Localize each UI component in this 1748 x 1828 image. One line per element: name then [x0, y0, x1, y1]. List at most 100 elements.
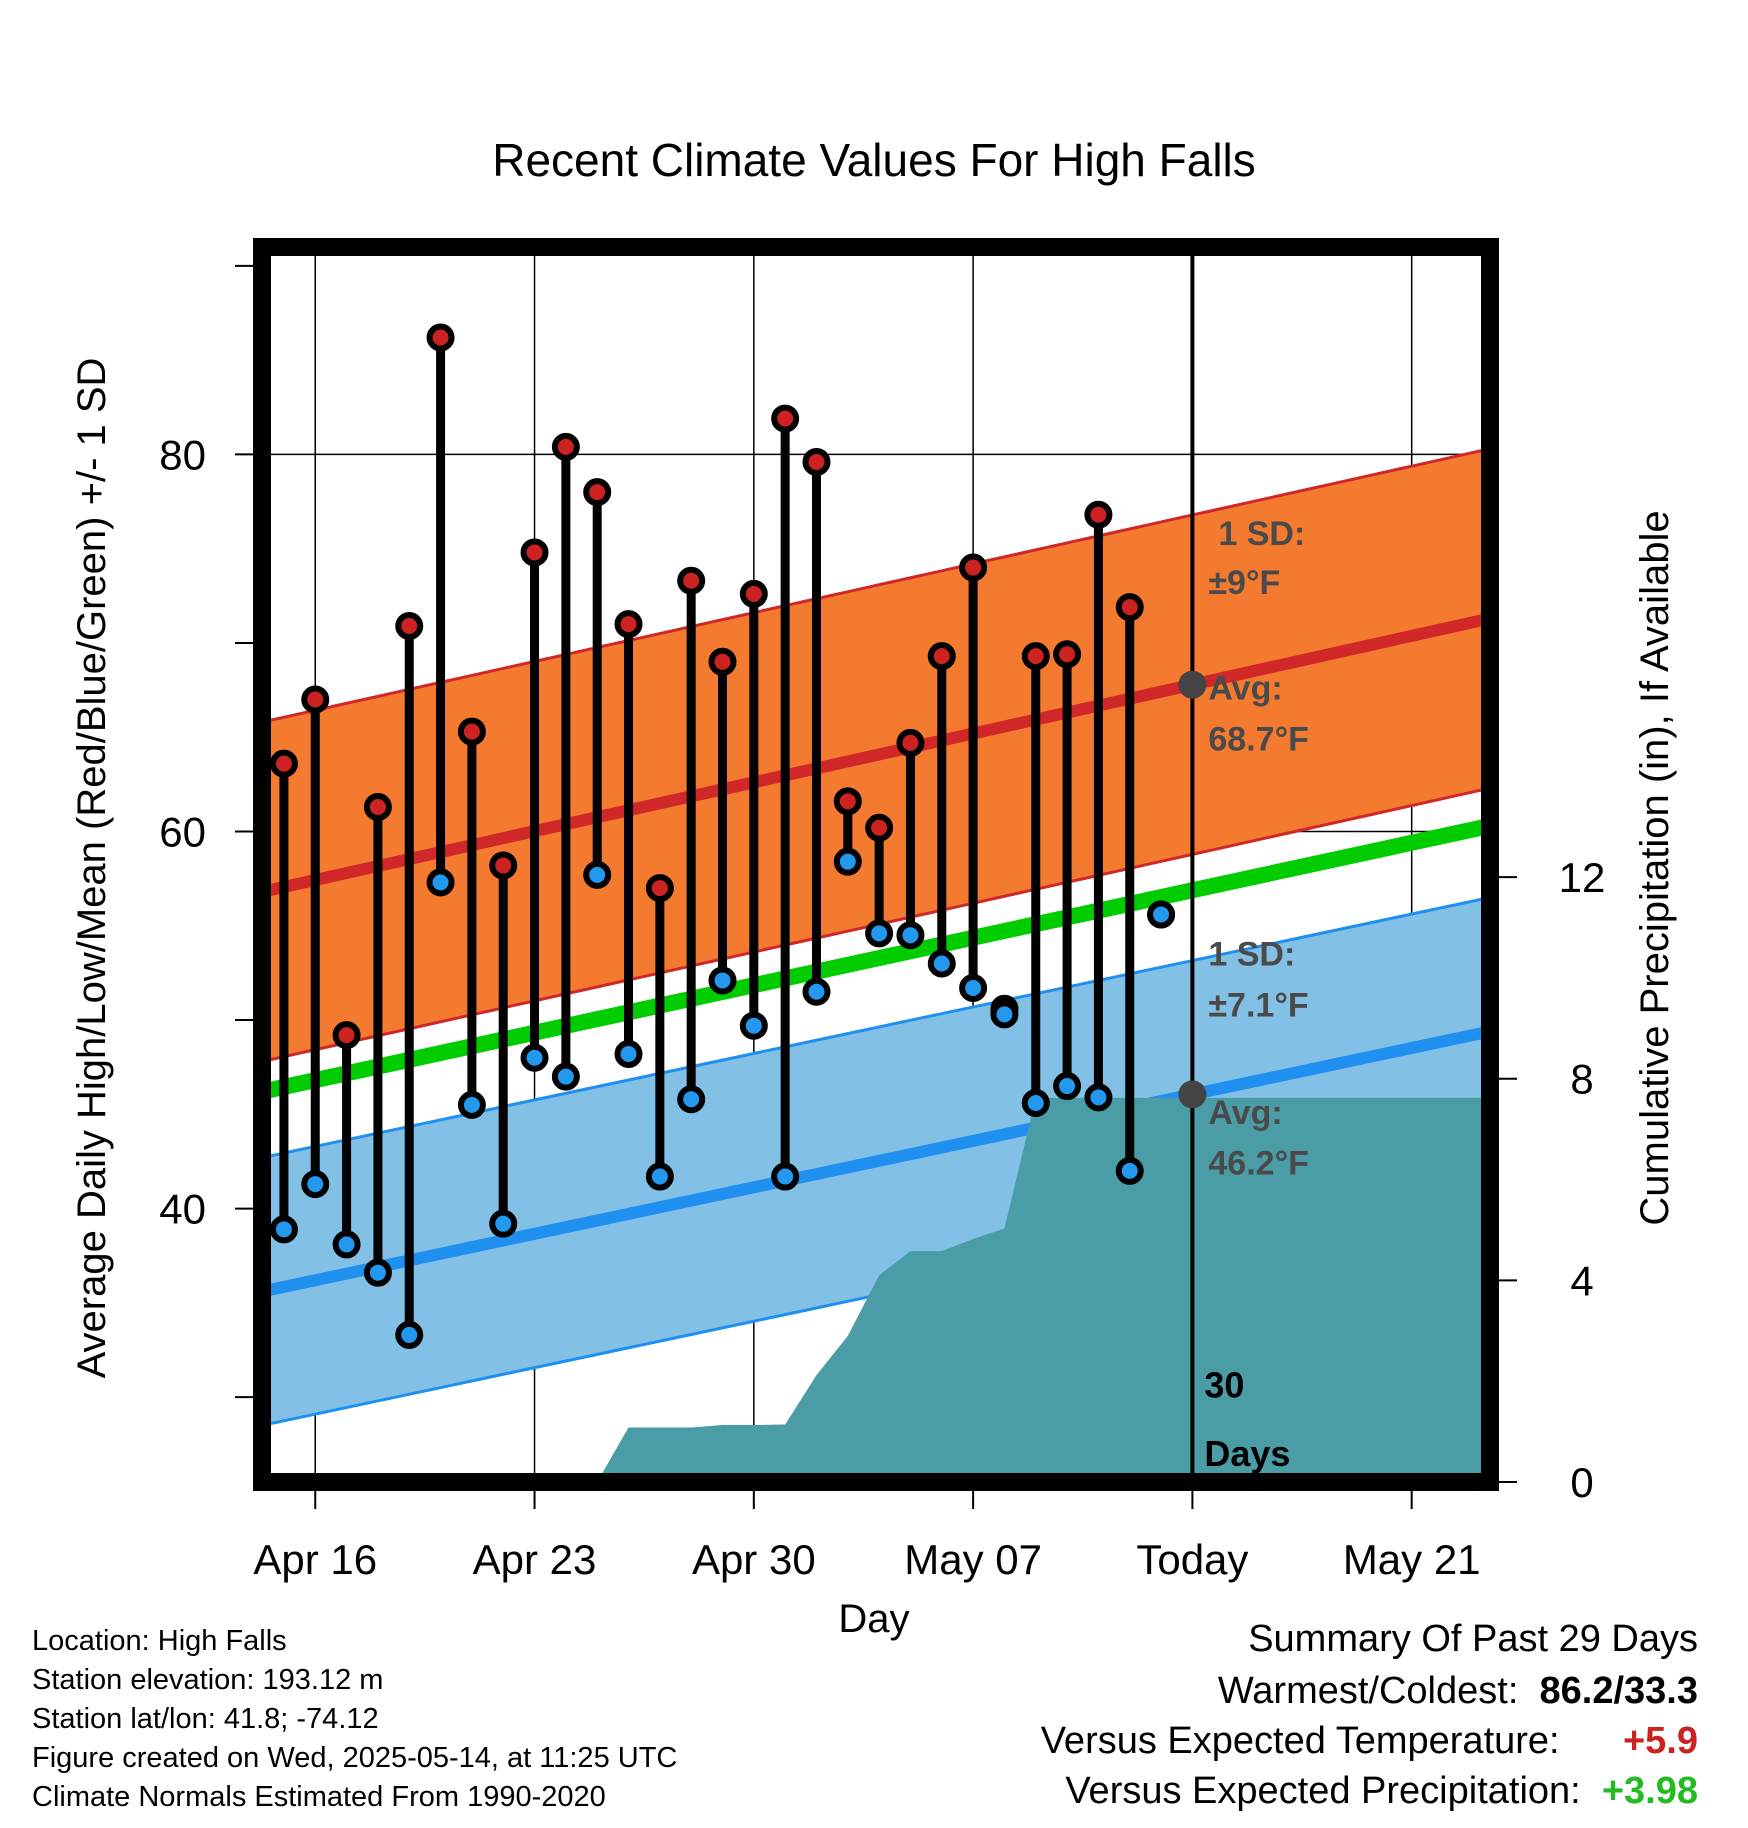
- plot-area: 1 SD: ±9°F Avg: 68.7°F 1 SD: ±7.1°F Avg: 46.2°F…: [159, 238, 1606, 1583]
- high-sd-annotation-label: 1 SD:: [1218, 515, 1305, 553]
- daily-low-point: [802, 977, 831, 1006]
- daily-low-point: [739, 1011, 768, 1040]
- footer-location: Location: High Falls: [32, 1625, 287, 1657]
- y-tick-label: 80: [159, 431, 206, 478]
- daily-high-point: [301, 685, 330, 714]
- daily-high-point: [1084, 500, 1113, 529]
- footer-normals: Climate Normals Estimated From 1990-2020: [32, 1781, 606, 1813]
- daily-high-point: [426, 323, 455, 352]
- daily-low-point: [551, 1062, 580, 1091]
- summary-temp-label: Versus Expected Temperature:: [1040, 1720, 1560, 1762]
- daily-low-point: [1115, 1156, 1144, 1185]
- summary-temp: Versus Expected Temperature: +5.9: [1041, 1720, 1698, 1763]
- daily-low-point: [1021, 1089, 1050, 1118]
- x-tick-label: Apr 16: [253, 1536, 377, 1583]
- daily-low-point: [927, 949, 956, 978]
- x-tick-label: May 07: [904, 1536, 1042, 1583]
- high-sd-band-upper-edge: [262, 447, 1490, 724]
- x-tick-label: Today: [1136, 1536, 1248, 1583]
- x-tick-label: May 21: [1343, 1536, 1481, 1583]
- high-sd-annotation-value: ±9°F: [1208, 564, 1280, 602]
- daily-low-point: [363, 1258, 392, 1287]
- footer-elevation: Station elevation: 193.12 m: [32, 1664, 384, 1696]
- days-unit-label: Days: [1204, 1433, 1290, 1474]
- daily-low-point: [1053, 1072, 1082, 1101]
- daily-high-point: [739, 579, 768, 608]
- mean-average-line: [262, 818, 1490, 1100]
- x-axis-label: Day: [838, 1597, 909, 1641]
- y-axis-label: Average Daily High/Low/Mean (Red/Blue/Gr…: [70, 358, 114, 1379]
- daily-low-point: [896, 921, 925, 950]
- daily-low-point: [426, 868, 455, 897]
- footer-created: Figure created on Wed, 2025-05-14, at 11…: [32, 1742, 678, 1774]
- days-count-label: 30: [1204, 1364, 1244, 1405]
- daily-low-point: [1084, 1083, 1113, 1112]
- summary-precip-label: Versus Expected Precipitation:: [1065, 1770, 1581, 1812]
- high-avg-annotation-label: Avg:: [1208, 670, 1282, 708]
- low-average-line: [262, 1025, 1490, 1298]
- daily-high-point: [363, 792, 392, 821]
- daily-high-point: [708, 647, 737, 676]
- daily-high-point: [332, 1021, 361, 1050]
- daily-high-point: [771, 404, 800, 433]
- daily-low-point: [677, 1085, 706, 1114]
- daily-high-point: [269, 749, 298, 778]
- today-high-average-marker: [1178, 670, 1207, 699]
- daily-high-point: [395, 611, 424, 640]
- daily-high-point: [1021, 642, 1050, 671]
- chart-title: Recent Climate Values For High Falls: [492, 134, 1256, 186]
- summary-temp-value: +5.9: [1622, 1720, 1698, 1762]
- daily-low-point: [489, 1209, 518, 1238]
- y2-tick-label: 8: [1570, 1056, 1593, 1103]
- high-avg-annotation-value: 68.7°F: [1208, 720, 1309, 758]
- daily-low-point: [269, 1215, 298, 1244]
- daily-low-point: [645, 1162, 674, 1191]
- daily-high-point: [457, 717, 486, 746]
- daily-high-point: [833, 787, 862, 816]
- y2-tick-label: 12: [1559, 854, 1606, 901]
- y2-axis-label: Cumulative Precipitation (in), If Availa…: [1633, 510, 1677, 1225]
- daily-high-point: [1053, 640, 1082, 669]
- daily-low-point: [301, 1170, 330, 1199]
- daily-low-point: [1147, 900, 1176, 929]
- daily-low-point: [959, 974, 988, 1002]
- high-average-line: [262, 612, 1490, 898]
- daily-low-point: [332, 1230, 361, 1259]
- daily-low-point: [395, 1320, 424, 1349]
- daily-low-point: [771, 1162, 800, 1191]
- plot-frame: [253, 238, 1499, 1491]
- y2-tick-label: 0: [1570, 1459, 1593, 1506]
- daily-low-point: [583, 860, 612, 889]
- summary-warmest-value: 86.2/33.3: [1539, 1670, 1698, 1712]
- daily-low-point: [614, 1039, 643, 1068]
- summary-precip: Versus Expected Precipitation: +3.98: [1065, 1770, 1698, 1813]
- x-tick-label: Apr 23: [473, 1536, 597, 1583]
- summary-precip-value: +3.98: [1601, 1770, 1698, 1812]
- daily-low-point: [457, 1090, 486, 1119]
- low-avg-annotation-value: 46.2°F: [1208, 1145, 1309, 1183]
- footer-latlon: Station lat/lon: 41.8; -74.12: [32, 1703, 379, 1735]
- x-tick-label: Apr 30: [692, 1536, 816, 1583]
- low-sd-annotation-value: ±7.1°F: [1208, 986, 1308, 1024]
- daily-high-point: [583, 478, 612, 507]
- precipitation-area: [597, 1097, 1490, 1482]
- daily-high-point: [645, 874, 674, 903]
- low-avg-annotation-label: Avg:: [1208, 1094, 1282, 1132]
- y-tick-label: 40: [159, 1186, 206, 1233]
- daily-low-point: [990, 1000, 1019, 1029]
- daily-high-point: [802, 447, 831, 476]
- low-sd-annotation-label: 1 SD:: [1208, 935, 1295, 973]
- daily-high-point: [677, 566, 706, 595]
- daily-high-point: [959, 553, 988, 582]
- daily-high-point: [1115, 593, 1144, 622]
- daily-low-point: [833, 847, 862, 876]
- summary-warmest-label: Warmest/Coldest:: [1217, 1670, 1519, 1712]
- y-tick-label: 60: [159, 809, 206, 856]
- daily-high-point: [520, 538, 549, 567]
- summary-title: Summary Of Past 29 Days: [1248, 1618, 1698, 1660]
- today-low-average-marker: [1178, 1080, 1207, 1109]
- summary-warmest: Warmest/Coldest: 86.2/33.3: [1218, 1670, 1698, 1713]
- y2-tick-label: 4: [1570, 1257, 1593, 1304]
- daily-high-point: [896, 728, 925, 757]
